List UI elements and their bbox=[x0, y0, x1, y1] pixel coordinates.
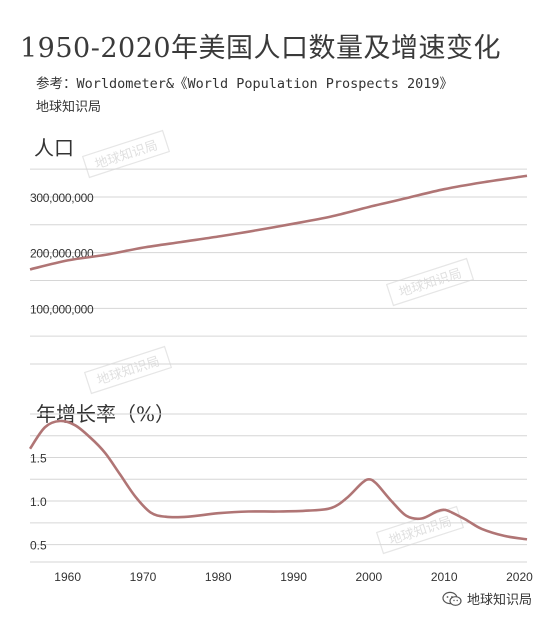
chart-source: 参考：Worldometer&《World Population Prospec… bbox=[36, 76, 453, 92]
wechat-icon bbox=[442, 591, 462, 606]
chart-author: 地球知识局 bbox=[36, 100, 102, 115]
growth-series-line bbox=[28, 419, 528, 541]
footer-label: 地球知识局 bbox=[466, 593, 532, 608]
population-y-ticks: 100,000,000 200,000,000 300,000,000 bbox=[30, 191, 94, 316]
watermark-stamp: 地球知识局 bbox=[385, 257, 475, 307]
growth-x-tick-label: 2020 bbox=[506, 570, 533, 584]
growth-y-ticks: 0.5 1.0 1.5 bbox=[30, 452, 47, 553]
growth-y-tick-label: 1.5 bbox=[30, 452, 47, 466]
watermark-stamp: 地球知识局 bbox=[83, 345, 173, 395]
watermark-stamp: 地球知识局 bbox=[375, 505, 465, 555]
footer-brand: 地球知识局 bbox=[442, 589, 532, 608]
growth-x-ticks: 1960 1970 1980 1990 2000 2010 2020 bbox=[54, 570, 533, 584]
population-y-tick-label: 300,000,000 bbox=[30, 191, 94, 205]
population-panel-title: 人口 bbox=[34, 136, 74, 160]
growth-x-tick-label: 2000 bbox=[356, 570, 383, 584]
population-series-line bbox=[29, 174, 528, 271]
population-grid bbox=[30, 168, 527, 365]
population-y-tick-label: 200,000,000 bbox=[30, 247, 94, 261]
population-y-tick-label: 100,000,000 bbox=[30, 302, 94, 316]
growth-grid bbox=[30, 413, 527, 563]
growth-x-tick-label: 1970 bbox=[130, 570, 157, 584]
growth-y-tick-label: 0.5 bbox=[30, 539, 47, 553]
growth-x-tick-label: 1960 bbox=[54, 570, 81, 584]
growth-x-tick-label: 2010 bbox=[431, 570, 458, 584]
growth-y-tick-label: 1.0 bbox=[30, 495, 47, 509]
growth-x-tick-label: 1980 bbox=[205, 570, 232, 584]
growth-x-tick-label: 1990 bbox=[280, 570, 307, 584]
chart-title: 1950-2020年美国人口数量及增速变化 bbox=[20, 33, 502, 64]
watermark-stamp: 地球知识局 bbox=[81, 129, 171, 179]
